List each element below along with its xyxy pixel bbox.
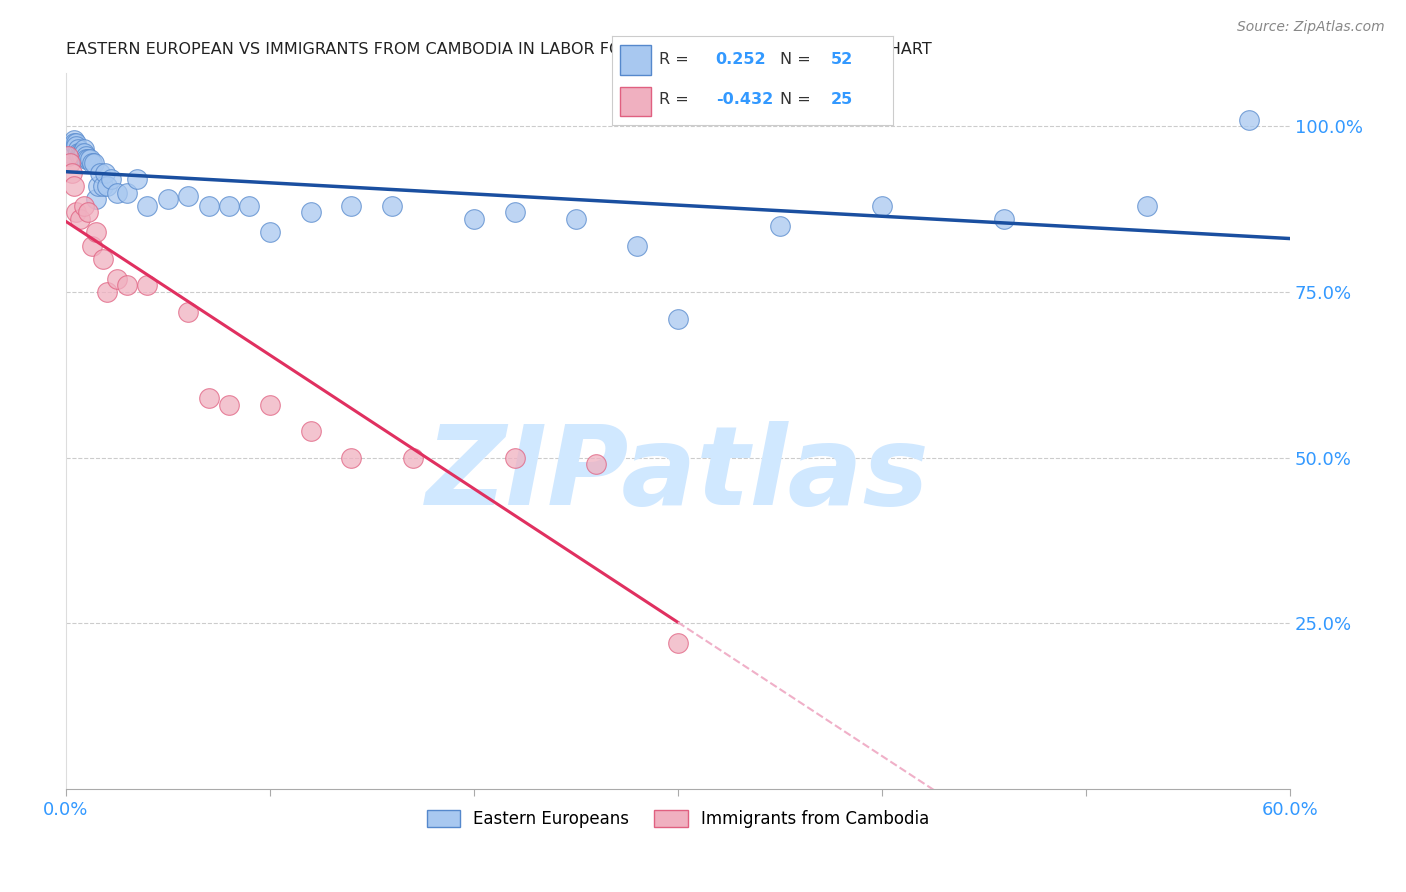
Point: [82, 155, 104, 169]
Point: [177, 305, 200, 319]
Point: [91, 252, 114, 266]
Point: [402, 450, 425, 465]
Point: [70, 145, 93, 160]
Point: [96, 178, 118, 193]
Point: [381, 199, 404, 213]
Point: [340, 199, 363, 213]
Text: ZIPatlas: ZIPatlas: [426, 421, 929, 528]
Text: N =: N =: [780, 93, 811, 107]
Point: [136, 278, 159, 293]
Text: 0.252: 0.252: [716, 53, 766, 67]
Point: [259, 398, 281, 412]
Point: [86, 225, 108, 239]
Text: R =: R =: [659, 53, 689, 67]
Point: [89, 166, 111, 180]
Point: [115, 278, 138, 293]
Point: [218, 199, 240, 213]
Point: [63, 136, 86, 150]
Point: [105, 186, 128, 200]
Point: [65, 139, 87, 153]
Point: [73, 145, 96, 160]
Point: [115, 186, 138, 200]
Point: [503, 450, 526, 465]
Point: [197, 199, 219, 213]
Point: [79, 153, 101, 167]
Text: 52: 52: [831, 53, 853, 67]
Text: -0.432: -0.432: [716, 93, 773, 107]
Point: [96, 285, 118, 299]
Point: [463, 212, 485, 227]
Point: [77, 153, 100, 167]
Point: [69, 149, 91, 163]
Text: R =: R =: [659, 93, 689, 107]
Point: [197, 391, 219, 405]
Point: [299, 205, 322, 219]
Point: [69, 145, 91, 160]
Point: [60, 139, 83, 153]
Text: N =: N =: [780, 53, 811, 67]
Point: [626, 238, 648, 252]
Point: [60, 143, 83, 157]
FancyBboxPatch shape: [620, 45, 651, 75]
FancyBboxPatch shape: [620, 87, 651, 116]
Point: [60, 166, 83, 180]
Point: [75, 153, 97, 167]
Point: [63, 178, 86, 193]
Point: [56, 149, 79, 163]
Point: [87, 178, 110, 193]
Point: [1136, 199, 1159, 213]
Point: [59, 145, 82, 160]
Point: [70, 149, 93, 163]
Point: [82, 238, 104, 252]
Legend: Eastern Europeans, Immigrants from Cambodia: Eastern Europeans, Immigrants from Cambo…: [420, 803, 936, 835]
Point: [218, 398, 240, 412]
Point: [69, 212, 91, 227]
Text: Source: ZipAtlas.com: Source: ZipAtlas.com: [1237, 20, 1385, 34]
Point: [67, 143, 90, 157]
Text: EASTERN EUROPEAN VS IMMIGRANTS FROM CAMBODIA IN LABOR FORCE | AGE 30-34 CORRELAT: EASTERN EUROPEAN VS IMMIGRANTS FROM CAMB…: [66, 42, 932, 58]
Point: [156, 192, 179, 206]
Point: [127, 172, 149, 186]
Point: [105, 271, 128, 285]
Point: [870, 199, 893, 213]
Point: [73, 199, 96, 213]
Text: 25: 25: [831, 93, 853, 107]
Point: [136, 199, 159, 213]
Point: [666, 636, 689, 650]
Point: [91, 178, 114, 193]
Point: [666, 311, 689, 326]
Point: [59, 155, 82, 169]
Point: [585, 458, 607, 472]
Point: [83, 155, 105, 169]
Point: [100, 172, 122, 186]
Point: [769, 219, 792, 233]
Point: [259, 225, 281, 239]
Point: [93, 166, 115, 180]
Point: [503, 205, 526, 219]
Point: [565, 212, 588, 227]
Point: [56, 149, 79, 163]
Point: [67, 145, 90, 160]
Point: [1237, 112, 1260, 127]
Point: [65, 136, 87, 150]
Point: [238, 199, 260, 213]
Point: [340, 450, 363, 465]
Point: [75, 149, 97, 163]
Point: [993, 212, 1015, 227]
Point: [73, 143, 96, 157]
Point: [77, 205, 100, 219]
Point: [65, 205, 87, 219]
Point: [63, 132, 86, 146]
Point: [177, 189, 200, 203]
Point: [299, 424, 322, 438]
Point: [86, 192, 108, 206]
